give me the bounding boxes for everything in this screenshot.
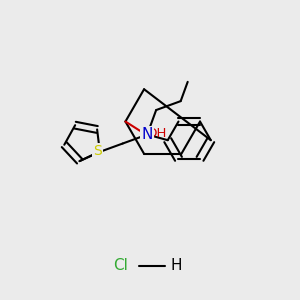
Text: N: N (142, 127, 153, 142)
Text: OH: OH (146, 127, 166, 140)
Text: Cl: Cl (113, 258, 128, 273)
Text: H: H (171, 258, 182, 273)
Text: S: S (94, 144, 102, 158)
